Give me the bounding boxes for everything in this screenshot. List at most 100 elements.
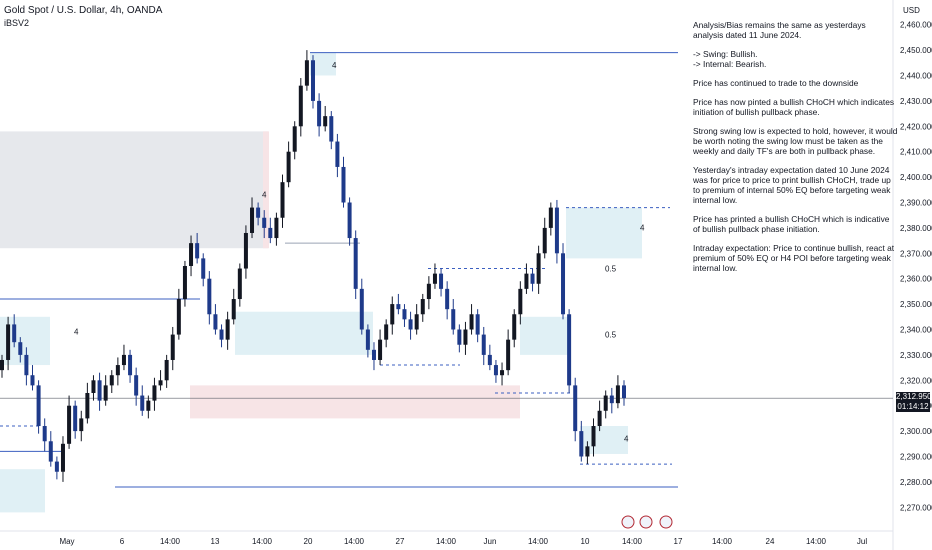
x-tick-label: 14:00 [528, 537, 549, 546]
candle-body [524, 273, 529, 289]
x-tick-label: 14:00 [806, 537, 827, 546]
candle-body [103, 385, 108, 401]
fib-label-upper: 0.5 [605, 265, 617, 274]
indicator-label[interactable]: iBSV2 [4, 18, 30, 28]
candle-body [152, 385, 157, 401]
candle-body [201, 258, 206, 279]
candle-body [30, 375, 35, 386]
demand-zone-1 [235, 311, 373, 355]
y-tick-label: 2,370.000 [900, 249, 932, 258]
candle-body [237, 268, 242, 300]
candle-body [371, 349, 376, 360]
candle-body [97, 380, 102, 401]
candles [0, 50, 626, 482]
x-tick-label: 14:00 [344, 537, 365, 546]
y-tick-label: 2,420.000 [900, 122, 932, 131]
candle-body [451, 309, 456, 330]
last-price: 2,312.950 [896, 392, 932, 401]
x-tick-label: 27 [396, 537, 405, 546]
candle-body [347, 202, 352, 239]
candle-body [250, 207, 255, 233]
candle-body [445, 288, 450, 310]
demand-zone-low [0, 469, 45, 513]
candle-body [176, 299, 181, 335]
candle-body [304, 60, 309, 86]
candle-body [60, 443, 65, 472]
candle-body [121, 354, 126, 366]
last-price-badge: 2,312.950 01:14:12 [896, 392, 932, 412]
candle-body [622, 385, 626, 399]
candle-body [408, 319, 413, 330]
candle-body [536, 253, 541, 284]
price-axis[interactable]: 2,270.0002,280.0002,290.0002,300.0002,31… [900, 21, 932, 513]
candle-body [280, 182, 285, 218]
candle-body [140, 395, 145, 411]
supply-zone-gray [0, 131, 268, 249]
candle-body [286, 151, 291, 183]
candle-body [262, 217, 267, 228]
candle-body [207, 278, 212, 315]
chart-title: Gold Spot / U.S. Dollar, 4h, OANDA [4, 5, 163, 16]
candle-body [469, 314, 474, 330]
candle-body [274, 217, 279, 239]
candle-body [378, 339, 383, 360]
candle-body [109, 375, 114, 386]
currency-label[interactable]: USD [903, 6, 920, 15]
candle-body [414, 314, 419, 330]
candle-body [506, 339, 511, 371]
y-tick-label: 2,450.000 [900, 46, 932, 55]
x-tick-label: 10 [581, 537, 590, 546]
candle-body [603, 395, 608, 411]
note-7: Price has printed a bullish CHoCH which … [693, 214, 890, 234]
candle-body [225, 319, 230, 340]
y-tick-label: 2,290.000 [900, 453, 932, 462]
candle-body [353, 238, 358, 289]
x-tick-label: 14:00 [160, 537, 181, 546]
poi-marker: 4 [640, 223, 645, 232]
y-tick-label: 2,460.000 [900, 21, 932, 30]
candle-body [548, 207, 553, 228]
candle-body [500, 370, 505, 376]
candle-body [365, 329, 370, 350]
poi-marker: 4 [332, 61, 337, 70]
candle-body [493, 365, 498, 376]
candle-body [243, 232, 248, 269]
x-tick-label: Jul [857, 537, 867, 546]
y-tick-label: 2,430.000 [900, 97, 932, 106]
x-tick-label: 14:00 [436, 537, 457, 546]
x-tick-label: Jun [484, 537, 497, 546]
candle-body [463, 329, 468, 345]
x-tick-label: 14:00 [712, 537, 733, 546]
candle-body [323, 116, 328, 127]
candle-body [42, 426, 47, 442]
premium-poi-zone [566, 207, 642, 259]
note-1: Analysis/Bias remains the same as yester… [693, 20, 866, 40]
candle-body [219, 329, 224, 340]
candle-body [567, 314, 572, 386]
high-zone [310, 52, 336, 76]
economic-event-icon [639, 515, 653, 529]
candle-body [164, 359, 169, 381]
candle-body [420, 299, 425, 315]
x-tick-label: 6 [120, 537, 125, 546]
candle-body [591, 426, 596, 447]
candle-body [573, 385, 578, 432]
candle-body [189, 243, 194, 266]
candle-body [12, 324, 17, 343]
candle-body [396, 304, 401, 310]
order-block-pink [190, 385, 520, 419]
bar-countdown: 01:14:12 [897, 402, 929, 411]
y-tick-label: 2,280.000 [900, 478, 932, 487]
candle-body [134, 375, 139, 396]
y-tick-label: 2,410.000 [900, 148, 932, 157]
time-axis[interactable]: May 6 14:00 13 14:00 20 14:00 27 14:00 Jun 14:00 10… [59, 537, 867, 546]
candle-body [530, 273, 535, 284]
candle-body [268, 227, 273, 239]
x-tick-label: 13 [211, 537, 220, 546]
candle-body [542, 227, 547, 254]
x-tick-label: 20 [304, 537, 313, 546]
economic-event-icon [659, 515, 673, 529]
candle-body [158, 380, 163, 386]
candle-body [18, 342, 23, 355]
